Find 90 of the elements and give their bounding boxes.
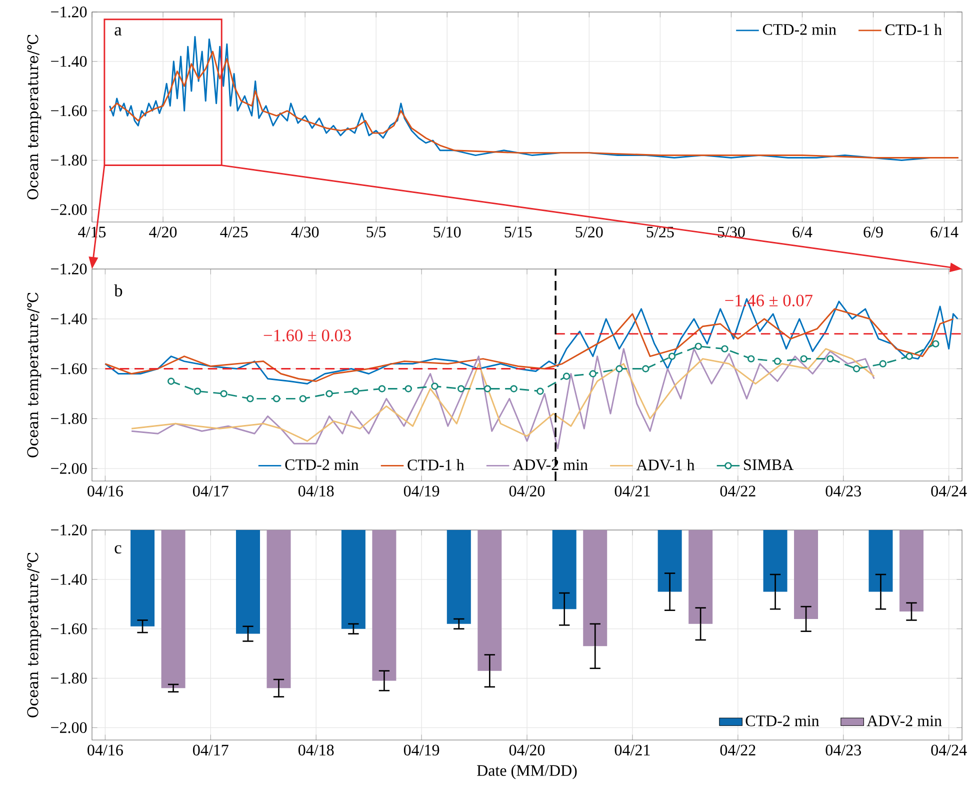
point — [326, 390, 333, 398]
x-tick-label: 4/25 — [220, 226, 248, 238]
x-tick-label: 04/22 — [720, 486, 756, 496]
legend-label: ADV-1 h — [636, 459, 695, 470]
legend-label: CTD-1 h — [885, 24, 942, 36]
x-tick-label: 6/9 — [864, 226, 883, 238]
point — [800, 355, 808, 362]
x-tick-label: 04/19 — [404, 486, 440, 496]
point — [589, 370, 597, 378]
point — [906, 352, 913, 360]
y-axis-title: Ocean temperature/℃ — [27, 552, 42, 718]
legend-label: SIMBA — [744, 459, 794, 470]
x-tick-label: 6/4 — [792, 226, 812, 238]
legend-label: CTD-1 h — [408, 459, 464, 470]
y-tick-label: −2.00 — [51, 204, 87, 216]
annotation: b — [114, 284, 122, 297]
point — [299, 395, 307, 402]
x-tick-label: 04/18 — [298, 486, 334, 496]
y-tick-label: −1.20 — [51, 6, 87, 18]
point — [220, 390, 228, 398]
y-tick-label: −2.00 — [51, 722, 87, 734]
x-tick-label: 04/21 — [614, 744, 650, 756]
annotation: −1.60 ± 0.03 — [264, 330, 351, 342]
x-tick-label: 04/24 — [931, 486, 967, 496]
y-tick-label: −1.20 — [51, 264, 87, 274]
point — [194, 388, 202, 395]
point — [352, 388, 360, 395]
y-axis-title: Ocean temperature/℃ — [27, 292, 42, 458]
legend-label: ADV-2 min — [866, 716, 942, 726]
x-tick-label: 04/16 — [88, 744, 123, 756]
legend-label: ADV-2 min — [512, 459, 588, 470]
point — [536, 388, 544, 395]
point — [167, 378, 175, 385]
x-tick-label: 04/17 — [193, 486, 228, 496]
point — [694, 342, 702, 350]
y-tick-label: −1.40 — [51, 574, 87, 585]
x-tick-label: 04/17 — [193, 744, 228, 756]
point — [484, 385, 492, 392]
y-tick-label: −1.40 — [51, 56, 87, 67]
point — [562, 372, 570, 380]
x-tick-label: 04/23 — [826, 486, 861, 496]
x-tick-label: 4/20 — [149, 226, 177, 238]
x-tick-label: 6/14 — [930, 226, 958, 238]
y-tick-label: −1.80 — [51, 413, 87, 424]
y-tick-label: −1.20 — [51, 524, 87, 536]
point — [378, 385, 386, 392]
point — [852, 365, 860, 372]
point — [510, 385, 518, 392]
x-tick-label: 04/23 — [826, 744, 861, 756]
y-axis-title: Ocean temperature/℃ — [27, 34, 42, 200]
y-tick-label: −1.60 — [51, 623, 87, 634]
point — [826, 355, 834, 362]
x-tick-label: 04/20 — [509, 744, 545, 756]
point — [404, 385, 412, 392]
y-tick-label: −1.80 — [51, 154, 87, 166]
y-tick-label: −1.40 — [51, 313, 87, 324]
point — [879, 360, 887, 368]
annotation: c — [114, 545, 122, 554]
point — [932, 340, 940, 348]
x-tick-label: 5/15 — [504, 226, 532, 238]
x-tick-label: 04/18 — [298, 744, 334, 756]
point — [246, 395, 254, 402]
point — [748, 355, 755, 362]
y-tick-label: −1.60 — [51, 105, 87, 116]
x-tick-label: 04/21 — [614, 486, 650, 496]
legend-label: CTD-2 min — [762, 24, 836, 35]
x-tick-label: 04/16 — [88, 486, 123, 496]
y-tick-label: −1.60 — [51, 363, 87, 374]
x-tick-label: 5/10 — [434, 226, 461, 238]
point — [721, 345, 728, 352]
x-tick-label: 04/20 — [509, 486, 545, 496]
annotation: a — [114, 27, 122, 36]
x-axis-title: Date (MM/DD) — [477, 764, 577, 780]
x-tick-label: 4/30 — [291, 226, 319, 238]
legend-label: CTD-2 min — [746, 716, 820, 726]
point — [616, 365, 623, 372]
x-tick-label: 5/5 — [366, 226, 386, 238]
x-tick-label: 04/22 — [720, 744, 756, 756]
point — [272, 395, 280, 402]
x-tick-label: 04/24 — [931, 744, 967, 756]
point — [457, 385, 465, 392]
x-tick-label: 5/20 — [576, 226, 603, 238]
point — [431, 382, 438, 390]
x-tick-label: 04/19 — [404, 744, 440, 756]
legend-label: CTD-2 min — [285, 459, 359, 470]
y-tick-label: −1.80 — [51, 672, 87, 684]
y-tick-label: −2.00 — [51, 463, 87, 474]
point — [774, 358, 782, 365]
point — [642, 365, 650, 372]
point — [668, 352, 676, 360]
